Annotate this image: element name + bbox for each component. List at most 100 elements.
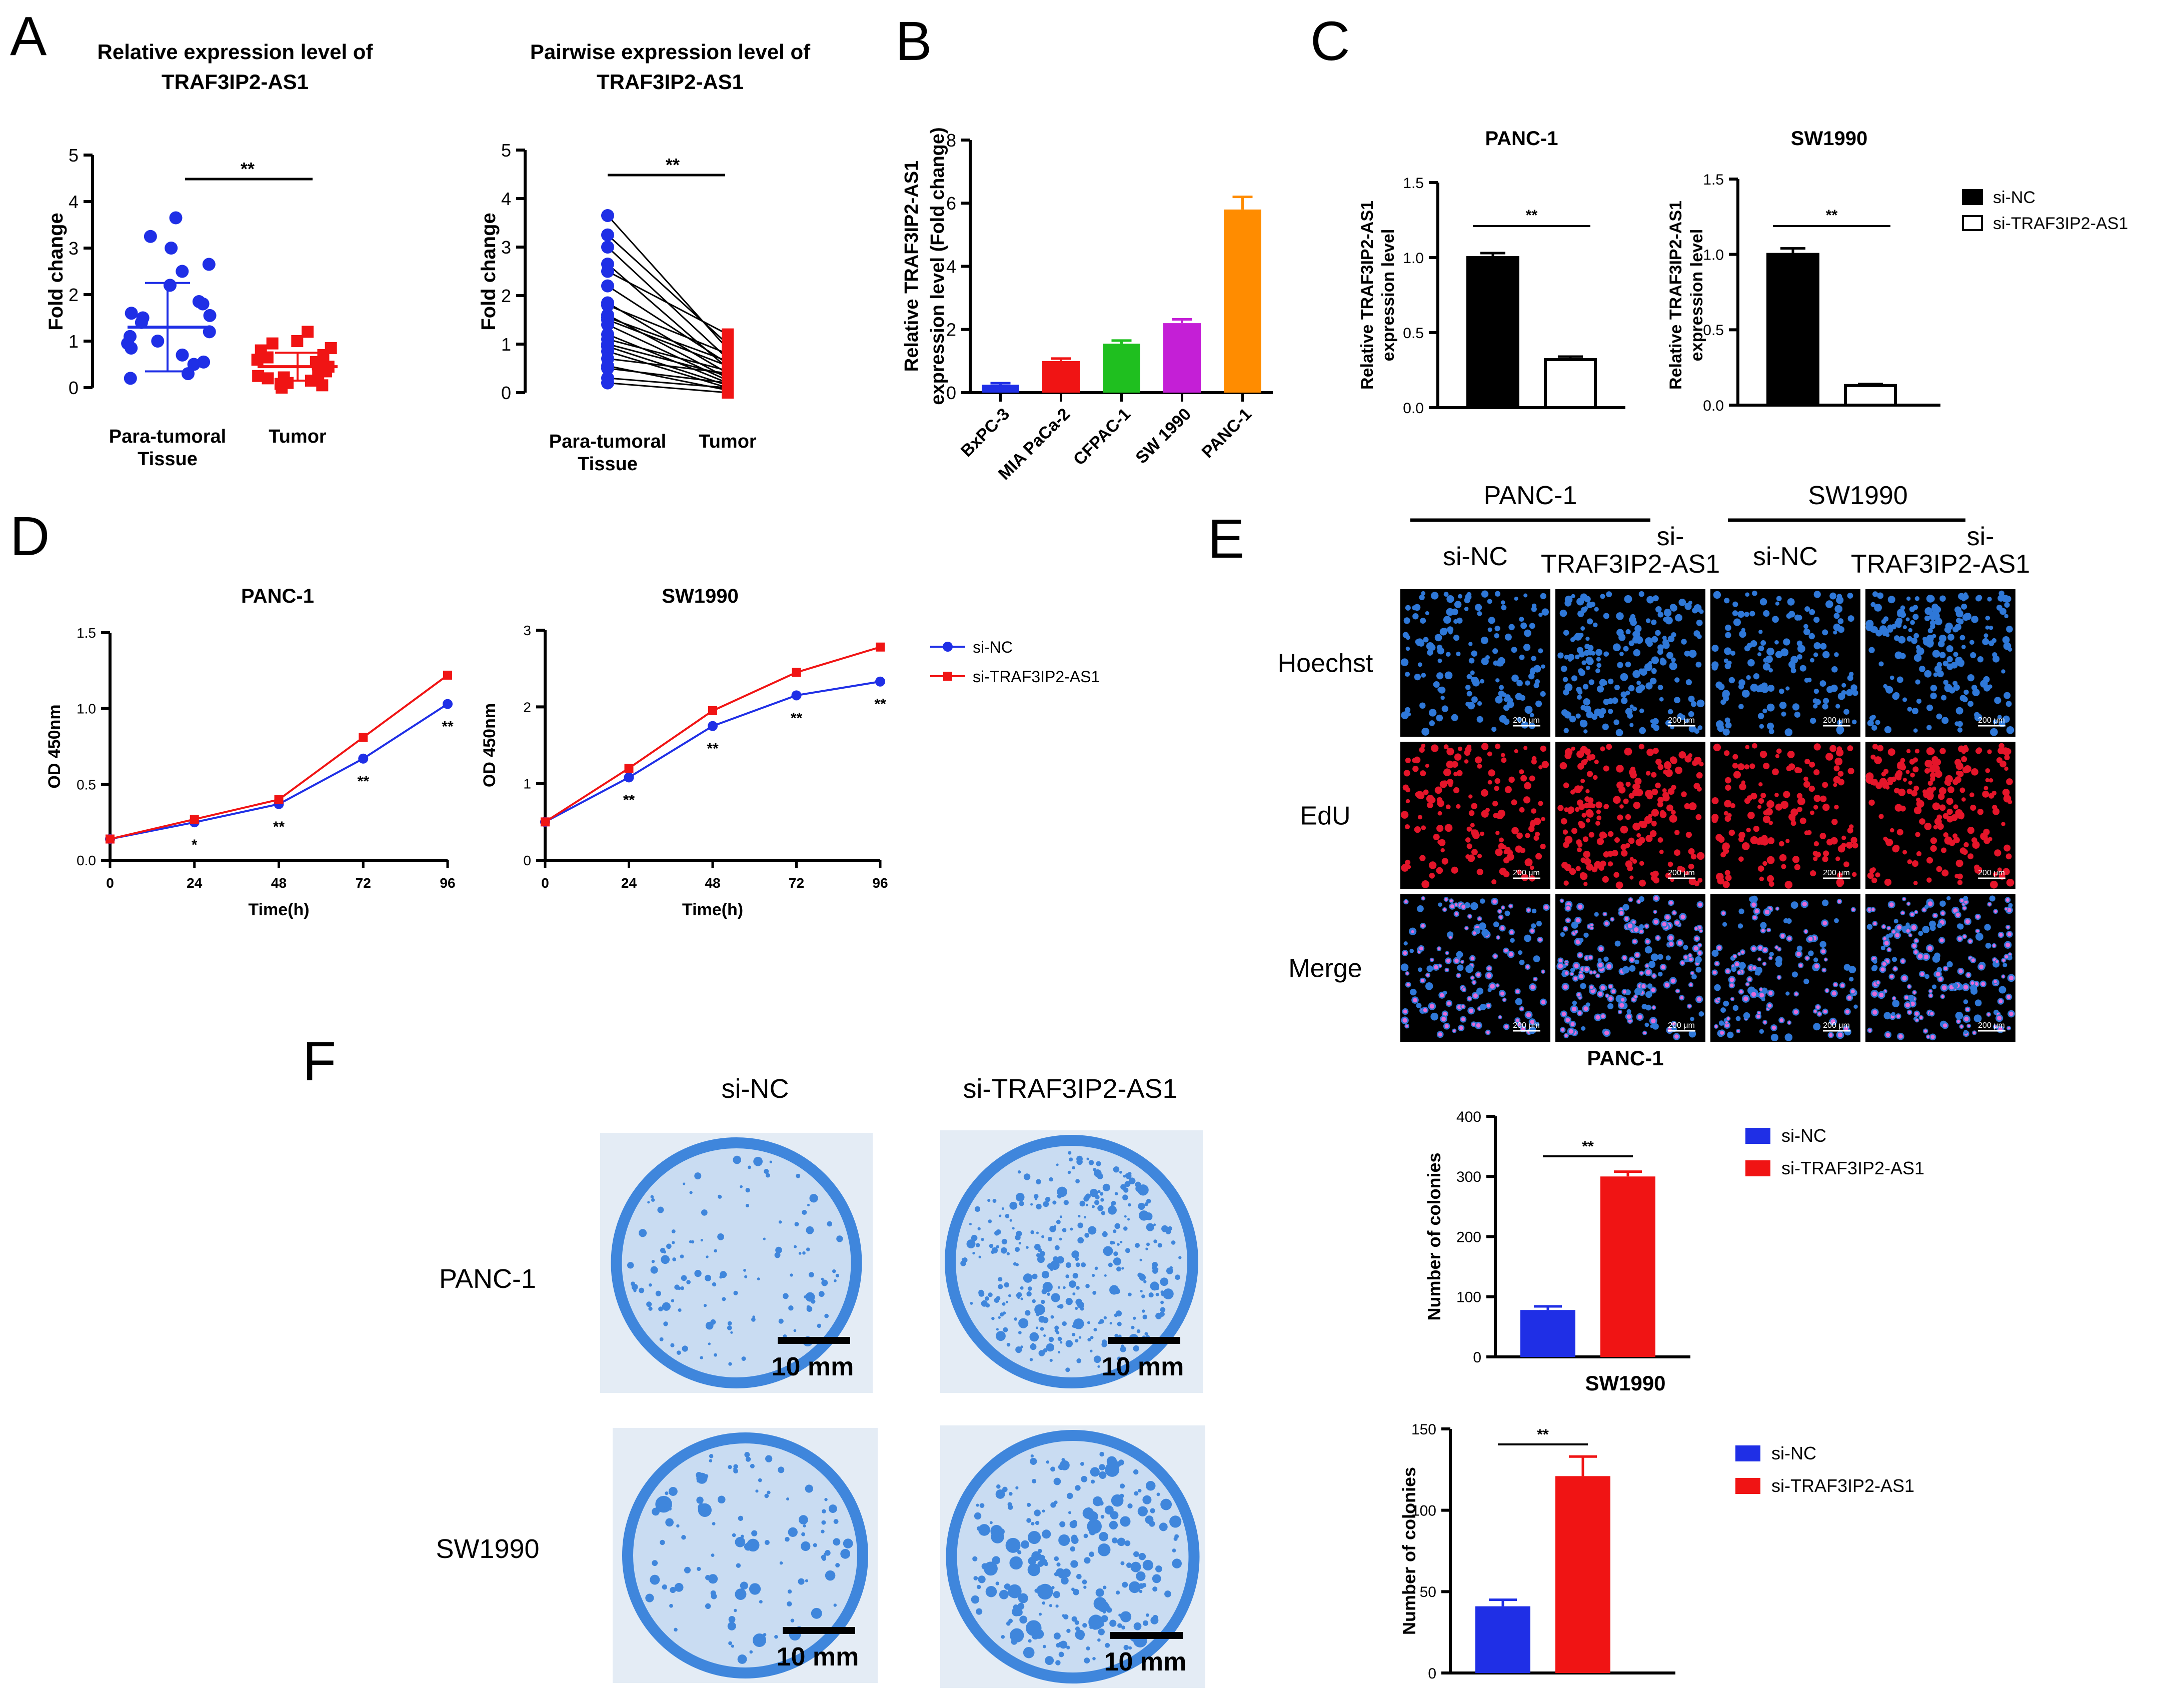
cell-nucleus [1688,650,1697,658]
cell-nucleus [1508,624,1515,631]
cell-nucleus [1478,917,1481,920]
cell-nucleus [1525,833,1530,838]
cell-nucleus [1575,939,1581,944]
colony [1145,1480,1156,1491]
cell-nucleus [1843,861,1849,867]
colony [706,1255,709,1258]
cell-nucleus [1848,966,1856,974]
cell-nucleus [1629,704,1634,709]
cell-nucleus [1730,803,1735,809]
cell-nucleus [1462,988,1466,991]
cell-nucleus [1914,596,1920,601]
cell-nucleus [1926,725,1932,730]
cell-nucleus [1586,863,1593,871]
cell-nucleus [1575,866,1581,871]
colony [966,1239,976,1249]
cell-nucleus [1803,781,1810,788]
colony [1120,1516,1131,1527]
colony-plate: 10 mm [613,1428,878,1683]
cell-nucleus [1409,948,1414,953]
cell-nucleus [1516,869,1522,875]
cell-nucleus [1914,950,1918,954]
cell-nucleus [1813,704,1818,709]
colony [765,1173,770,1178]
cell-nucleus [1615,729,1623,737]
colony [1065,1298,1073,1305]
pair-line [607,319,728,367]
cell-nucleus [1403,770,1410,777]
cell-nucleus [1755,966,1762,974]
y-tick-label: 0 [69,378,79,398]
cell-nucleus [1959,635,1965,641]
cell-nucleus [1967,674,1974,682]
cell-nucleus [1732,754,1738,760]
cell-nucleus [1876,981,1880,984]
cell-nucleus [1564,683,1573,692]
cell-nucleus [1924,1029,1927,1033]
cell-nucleus [1725,722,1732,729]
colony [696,1472,702,1478]
cell-nucleus [1507,850,1513,856]
microscopy-tile: 200 μm [1865,894,2015,1042]
cell-nucleus [1999,933,2003,937]
cell-nucleus [1836,746,1842,752]
cell-nucleus [1763,610,1770,617]
colony [1136,1329,1141,1333]
colony [1081,1262,1086,1267]
pair-line [607,382,728,394]
cell-nucleus [1443,592,1449,597]
colony [1042,1644,1046,1648]
cell-nucleus [1919,666,1925,672]
cell-nucleus [1583,882,1588,886]
colony [1160,1300,1164,1304]
cell-nucleus [1768,820,1773,825]
cell-nucleus [1486,973,1491,978]
row-label: SW1990 [436,1534,539,1564]
cell-nucleus [1628,793,1635,799]
colony [998,1277,1003,1282]
colony [1002,1302,1006,1306]
colony [1055,1660,1061,1665]
colony [1124,1215,1127,1218]
cell-nucleus [1757,652,1762,657]
cell-nucleus [1905,1003,1910,1008]
cell-nucleus [1788,1021,1791,1024]
colony [1093,1168,1097,1172]
cell-nucleus [1732,610,1738,616]
x-tick-label: 96 [440,875,455,891]
pair-line [607,368,728,384]
cell-nucleus [1657,801,1663,808]
scale-label: 200 μm [1823,1021,1850,1030]
colony [710,1590,716,1596]
cell-nucleus [1725,777,1731,784]
cell-nucleus [1605,994,1609,997]
cell-nucleus [1576,839,1582,845]
cell-nucleus [1544,905,1549,910]
cell-nucleus [1500,600,1505,605]
cell-nucleus [1962,614,1969,621]
colony [676,1350,681,1355]
cell-nucleus [1437,800,1444,807]
colony [1091,1205,1095,1208]
cell-nucleus [1657,837,1663,843]
cell-nucleus [1924,615,1930,621]
colony [1084,1216,1087,1219]
colony [801,1532,806,1536]
plate-dish [946,1430,1200,1683]
cell-nucleus [1813,1023,1821,1031]
cell-nucleus [1437,647,1444,655]
cell-nucleus [1644,816,1652,824]
cell-nucleus [1965,1007,1969,1011]
cell-nucleus [1574,807,1580,812]
microscopy-tile: 200 μm [1400,894,1550,1042]
colony [730,1331,733,1334]
cell-nucleus [1688,848,1695,855]
cell-nucleus [1813,769,1820,776]
cell-nucleus [1443,768,1451,777]
cell-nucleus [1752,966,1756,970]
cell-nucleus [1902,625,1907,630]
cell-nucleus [1998,986,2006,994]
cell-nucleus [1932,650,1940,658]
cell-nucleus [1453,634,1460,641]
cell-nucleus [1564,1034,1568,1037]
